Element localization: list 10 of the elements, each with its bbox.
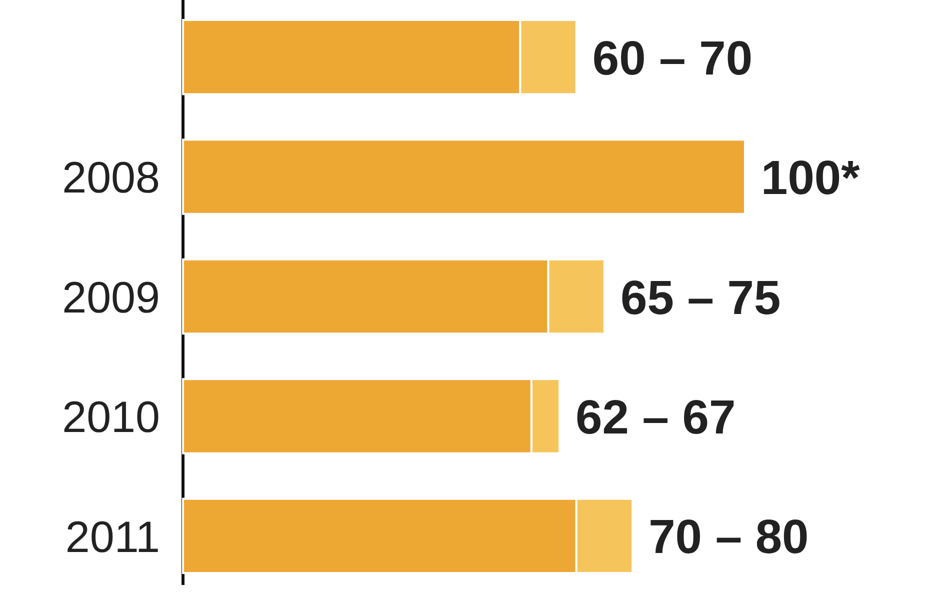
y-tick-label: 2011 <box>65 512 160 562</box>
annotation: 70 – 80 <box>648 511 809 564</box>
y-tick-label: 2008 <box>62 154 160 203</box>
bar <box>182 138 746 215</box>
annotation: 62 – 67 <box>576 391 736 444</box>
y-tick-label: 2009 <box>62 273 160 322</box>
annotation: 100* <box>761 152 860 206</box>
y-tick-label: 2010 <box>62 393 160 442</box>
annotation: 65 – 75 <box>620 272 781 325</box>
annotation: 60 – 70 <box>592 32 753 86</box>
